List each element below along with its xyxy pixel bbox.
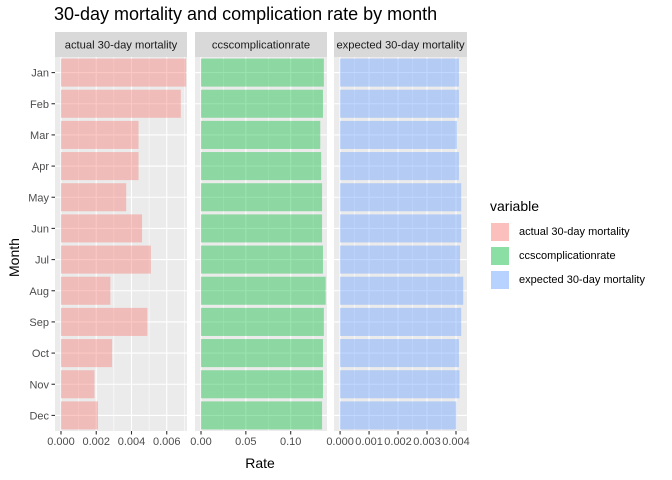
bar [340, 370, 460, 399]
bar [340, 89, 459, 118]
y-tick-label: Jun [31, 223, 49, 235]
x-tick-label: 0.000 [326, 436, 354, 448]
bar [201, 245, 323, 274]
facet-strip [55, 32, 187, 57]
bar [60, 120, 139, 149]
bar [201, 152, 322, 181]
bar [201, 183, 323, 212]
y-tick-label: Aug [29, 286, 49, 298]
bar [201, 401, 323, 430]
panel-background [334, 57, 467, 431]
x-tick-label: 0.004 [442, 436, 470, 448]
bar [340, 152, 459, 181]
bar [60, 152, 139, 181]
bar [340, 339, 459, 368]
facet-strip [195, 32, 327, 57]
bar [60, 307, 148, 336]
y-tick-label: May [28, 192, 49, 204]
bar [201, 370, 323, 399]
facet-strip [334, 32, 467, 57]
legend: variable actual 30-day mortality ccscomp… [490, 198, 645, 292]
x-tick-label: 0.006 [153, 436, 181, 448]
y-tick-label: Jul [35, 255, 49, 267]
facet-strip-label: expected 30-day mortality [336, 40, 465, 52]
bar [60, 214, 143, 243]
bar [60, 89, 181, 118]
bar [60, 245, 151, 274]
y-axis-label: Month [6, 238, 22, 277]
bar [340, 245, 461, 274]
bar [201, 339, 323, 368]
bar [201, 89, 323, 118]
facet-strip-label: ccscomplicationrate [212, 40, 310, 52]
bar [201, 276, 326, 305]
legend-item: expected 30-day mortality [490, 268, 645, 292]
bar [201, 58, 324, 87]
bar [201, 307, 324, 336]
y-tick-label: Jan [31, 68, 49, 80]
bar [201, 214, 323, 243]
y-tick-label: Sep [29, 317, 49, 329]
legend-label: expected 30-day mortality [519, 274, 645, 286]
y-tick-label: Mar [30, 130, 49, 142]
y-tick-label: Oct [32, 348, 49, 360]
legend-key-complication [490, 246, 510, 266]
legend-label: actual 30-day mortality [519, 226, 630, 238]
bar [60, 370, 95, 399]
y-tick-label: Apr [32, 161, 49, 173]
bar [60, 183, 127, 212]
y-tick-label: Nov [29, 379, 49, 391]
bar [340, 58, 459, 87]
panel-background [195, 57, 327, 431]
legend-title: variable [490, 198, 540, 214]
legend-item: actual 30-day mortality [490, 220, 645, 244]
x-tick-label: 0.000 [47, 436, 75, 448]
bar [60, 58, 187, 87]
bar [340, 214, 462, 243]
legend-label: ccscomplicationrate [519, 250, 616, 262]
x-axis-label: Rate [245, 455, 275, 471]
x-tick-label: 0.002 [82, 436, 110, 448]
x-tick-label: 0.00 [190, 436, 211, 448]
bar [340, 183, 462, 212]
bar [340, 276, 464, 305]
bar [340, 120, 457, 149]
bar [60, 401, 99, 430]
x-tick-label: 0.004 [118, 436, 146, 448]
y-tick-label: Dec [29, 410, 49, 422]
chart-title: 30-day mortality and complication rate b… [54, 4, 438, 24]
legend-item: ccscomplicationrate [490, 244, 645, 268]
bar [60, 339, 113, 368]
y-tick-label: Feb [30, 99, 49, 111]
x-tick-label: 0.05 [235, 436, 256, 448]
bar [60, 276, 111, 305]
x-tick-label: 0.003 [413, 436, 441, 448]
x-tick-label: 0.001 [355, 436, 383, 448]
legend-key-expected [490, 270, 510, 290]
bar [340, 401, 457, 430]
bar [340, 307, 462, 336]
panel-background [55, 57, 187, 431]
x-tick-label: 0.10 [280, 436, 301, 448]
bar [201, 120, 321, 149]
facet-strip-label: actual 30-day mortality [65, 40, 178, 52]
x-tick-label: 0.002 [384, 436, 412, 448]
legend-key-actual [490, 222, 510, 242]
